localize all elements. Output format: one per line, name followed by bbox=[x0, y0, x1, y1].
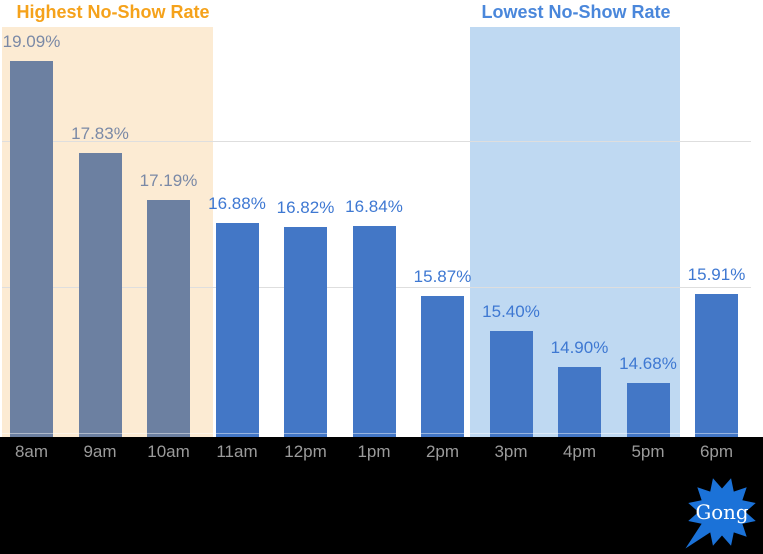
gong-logo-text: Gong bbox=[695, 501, 748, 524]
lowest-no-show-title: Lowest No-Show Rate bbox=[481, 2, 671, 22]
bar-4pm bbox=[558, 367, 601, 437]
bar-2pm bbox=[421, 296, 464, 437]
x-axis-label-8am: 8am bbox=[14, 442, 49, 461]
value-label-1pm: 16.84% bbox=[345, 197, 403, 216]
value-label-5pm: 14.68% bbox=[619, 354, 677, 373]
starburst-icon bbox=[685, 478, 756, 549]
bar-10am bbox=[147, 200, 190, 437]
bar-6pm bbox=[695, 294, 738, 437]
footer-bar bbox=[0, 437, 763, 554]
bar-8am bbox=[10, 61, 53, 437]
x-axis-label-1pm: 1pm bbox=[357, 442, 391, 461]
value-label-4pm: 14.90% bbox=[550, 338, 609, 357]
x-axis-label-3pm: 3pm bbox=[494, 442, 528, 461]
bar-9am bbox=[78, 153, 122, 437]
value-label-2pm: 15.87% bbox=[413, 267, 472, 286]
value-label-9am: 17.83% bbox=[71, 124, 129, 143]
gong-logo: Gong bbox=[685, 478, 756, 549]
value-label-3pm: 15.40% bbox=[482, 302, 540, 321]
value-label-11am: 16.88% bbox=[208, 194, 266, 213]
x-axis-label-6pm: 6pm bbox=[699, 442, 734, 461]
value-label-8am: 19.09% bbox=[2, 32, 61, 51]
x-axis-label-4pm: 4pm bbox=[562, 442, 597, 461]
x-axis-label-11am: 11am bbox=[216, 442, 258, 461]
bar-12pm bbox=[284, 227, 327, 437]
value-label-10am: 17.19% bbox=[139, 171, 198, 190]
x-axis-label-9am: 9am bbox=[83, 442, 117, 461]
x-axis-label-2pm: 2pm bbox=[425, 442, 460, 461]
bar-3pm bbox=[489, 331, 533, 437]
bar-5pm bbox=[626, 383, 670, 437]
x-axis-label-10am: 10am bbox=[147, 442, 190, 461]
x-axis-label-5pm: 5pm bbox=[631, 442, 665, 461]
value-label-12pm: 16.82% bbox=[276, 198, 335, 217]
highest-no-show-title: Highest No-Show Rate bbox=[16, 2, 210, 22]
gridline-14pct bbox=[2, 433, 751, 434]
x-axis-label-12pm: 12pm bbox=[284, 442, 327, 461]
gridline-18pct bbox=[2, 141, 751, 142]
bar-1pm bbox=[352, 226, 396, 437]
bar-11am bbox=[215, 223, 259, 437]
value-label-6pm: 15.91% bbox=[687, 265, 746, 284]
